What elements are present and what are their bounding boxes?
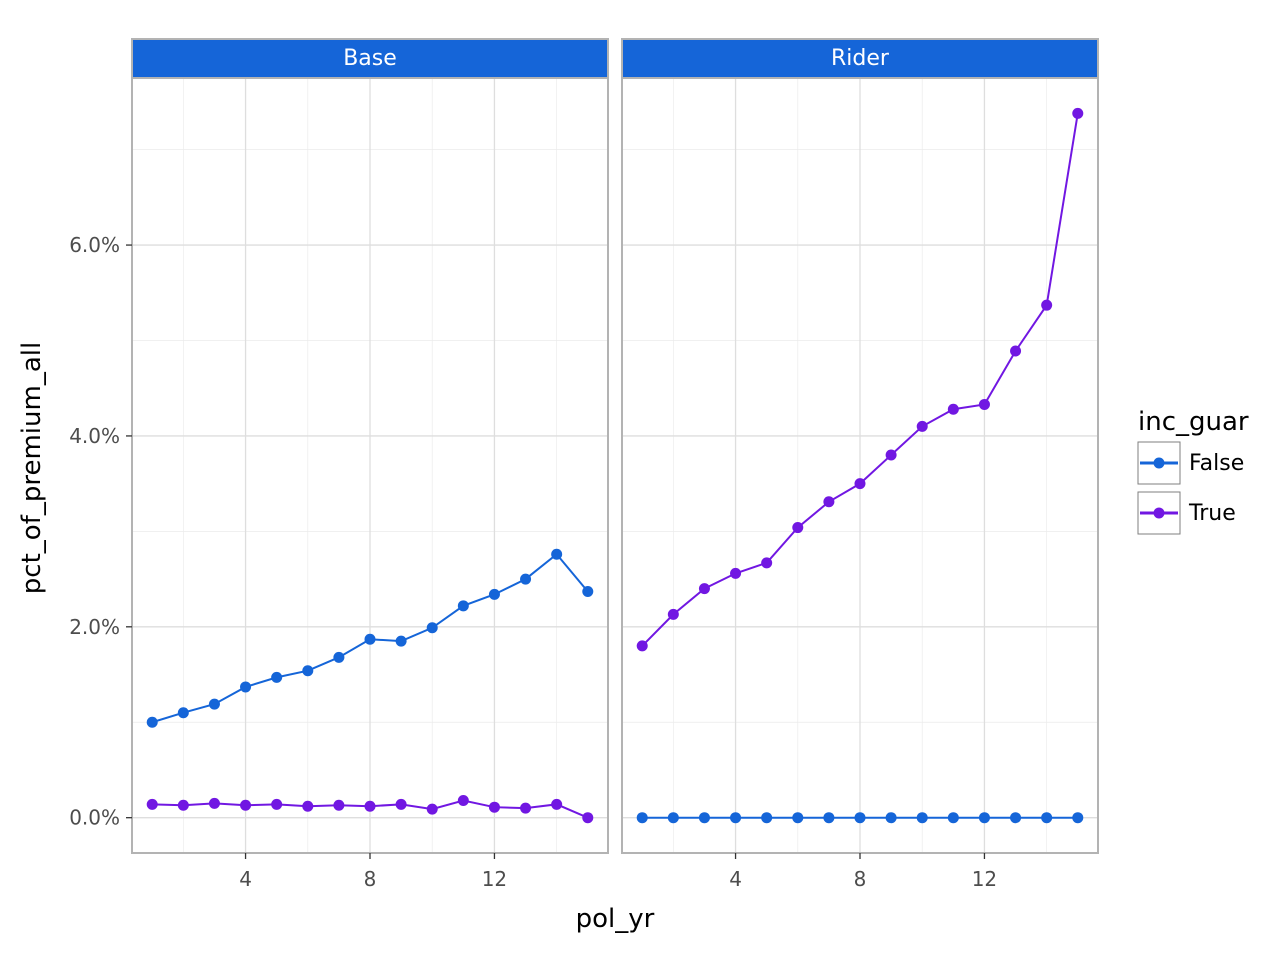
data-point (395, 798, 407, 810)
data-point (698, 812, 710, 824)
data-point (208, 797, 220, 809)
data-point (177, 799, 189, 811)
legend-label: True (1188, 501, 1236, 526)
data-point (978, 812, 990, 824)
data-point (1010, 345, 1022, 357)
data-point (730, 812, 742, 824)
data-point (916, 812, 928, 824)
data-point (1010, 812, 1022, 824)
data-point (302, 800, 314, 812)
x-axis-title: pol_yr (576, 904, 655, 934)
facet-strip (621, 38, 1099, 79)
facet-strip-label: Rider (831, 46, 890, 71)
panels-layer: Base 4 8 12 0.0% 2.0% 4.0% 6.0% Rider 4 8 12 (69, 38, 1099, 891)
x-tick-label: 4 (729, 867, 742, 891)
data-point (457, 795, 469, 807)
data-point (364, 633, 376, 645)
data-point (488, 801, 500, 813)
data-point (177, 707, 189, 719)
x-tick-label: 12 (482, 867, 507, 891)
panel-base: Base 4 8 12 0.0% 2.0% 4.0% 6.0% (69, 38, 609, 891)
facet-strip (131, 38, 609, 79)
x-tick-label: 4 (239, 867, 252, 891)
data-point (1072, 107, 1084, 119)
y-axis-title: pct_of_premium_all (17, 342, 47, 594)
data-point (271, 798, 283, 810)
y-tick-label: 6.0% (69, 233, 120, 257)
data-point (208, 698, 220, 710)
legend-entry-true: True (1137, 491, 1236, 535)
data-point (582, 812, 594, 824)
data-point (823, 496, 835, 508)
data-point (761, 557, 773, 569)
data-point (636, 812, 648, 824)
data-point (978, 398, 990, 410)
data-point (426, 803, 438, 815)
data-point (854, 478, 866, 490)
data-point (761, 812, 773, 824)
panel-rider: Rider 4 8 12 (621, 38, 1099, 891)
data-point (551, 798, 563, 810)
y-tick-label: 4.0% (69, 424, 120, 448)
data-point (302, 665, 314, 677)
x-tick-label: 8 (364, 867, 377, 891)
data-point (947, 403, 959, 415)
data-point (854, 812, 866, 824)
data-point (1041, 299, 1053, 311)
x-tick-label: 12 (972, 867, 997, 891)
data-point (698, 583, 710, 595)
y-tick-label: 0.0% (69, 806, 120, 830)
data-point (667, 812, 679, 824)
facet-strip-label: Base (343, 46, 397, 71)
data-point (520, 573, 532, 585)
data-point (885, 812, 897, 824)
data-point (395, 635, 407, 647)
legend-key-point (1153, 457, 1165, 469)
data-point (667, 608, 679, 620)
data-point (457, 600, 469, 612)
data-point (333, 651, 345, 663)
data-point (426, 622, 438, 634)
data-point (730, 567, 742, 579)
data-point (240, 681, 252, 693)
data-point (636, 640, 648, 652)
data-point (947, 812, 959, 824)
y-tick-label: 2.0% (69, 615, 120, 639)
legend-key-point (1153, 507, 1165, 519)
data-point (146, 716, 158, 728)
data-point (1041, 812, 1053, 824)
data-point (1072, 812, 1084, 824)
legend: inc_guar False True (1137, 407, 1249, 535)
data-point (551, 548, 563, 560)
data-point (916, 420, 928, 432)
legend-label: False (1189, 451, 1244, 476)
data-point (333, 799, 345, 811)
data-point (488, 588, 500, 600)
data-point (792, 812, 804, 824)
legend-entry-false: False (1137, 441, 1244, 485)
data-point (364, 800, 376, 812)
data-point (582, 586, 594, 598)
data-point (885, 449, 897, 461)
data-point (520, 802, 532, 814)
data-point (792, 522, 804, 534)
data-point (823, 812, 835, 824)
legend-title: inc_guar (1138, 407, 1249, 437)
x-tick-label: 8 (854, 867, 867, 891)
data-point (240, 799, 252, 811)
data-point (271, 671, 283, 683)
data-point (146, 798, 158, 810)
